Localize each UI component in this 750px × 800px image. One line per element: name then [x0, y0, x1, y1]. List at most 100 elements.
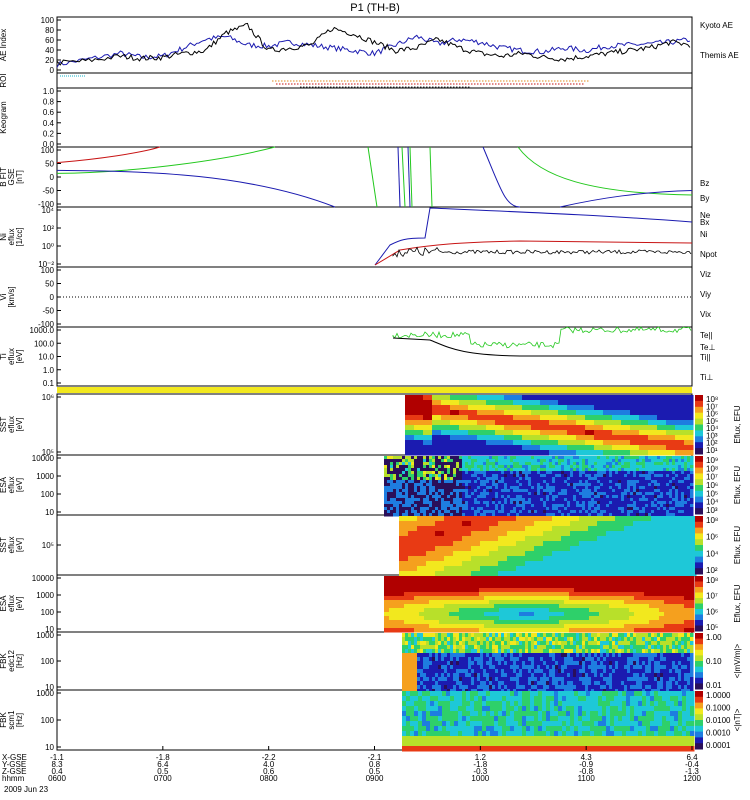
heatmap-cell: [423, 657, 427, 662]
heatmap-cell: [549, 576, 555, 581]
heatmap-cell: [399, 480, 403, 484]
heatmap-cell: [402, 649, 406, 654]
heatmap-cell: [567, 504, 571, 508]
heatmap-cell: [405, 498, 409, 502]
ylabel-density: eflux: [7, 229, 16, 246]
heatmap-cell: [552, 653, 556, 658]
heatmap-cell: [606, 681, 610, 686]
heatmap-cell: [462, 504, 466, 508]
heatmap-cell: [439, 580, 445, 585]
heatmap-cell: [387, 513, 391, 517]
heatmap-cell: [624, 486, 628, 490]
heatmap-cell: [454, 620, 460, 625]
heatmap-cell: [624, 612, 630, 617]
heatmap-cell: [480, 571, 490, 577]
heatmap-cell: [687, 477, 691, 481]
heatmap-cell: [504, 620, 510, 625]
heatmap-cell: [441, 504, 445, 508]
heatmap-cell: [603, 501, 607, 505]
heatmap-cell: [486, 445, 496, 451]
heatmap-cell: [495, 501, 499, 505]
heatmap-cell: [405, 450, 415, 456]
heatmap-cell: [609, 608, 615, 613]
ytick-temperature: 100.0: [34, 339, 55, 348]
heatmap-cell: [409, 612, 415, 617]
heatmap-cell: [465, 486, 469, 490]
heatmap-cell: [540, 486, 544, 490]
heatmap-cell: [569, 576, 575, 581]
heatmap-cell: [495, 459, 499, 463]
heatmap-cell: [468, 677, 472, 682]
ytick-temperature: 1000.0: [30, 326, 55, 335]
heatmap-cell: [424, 620, 430, 625]
heatmap-cell: [606, 468, 610, 472]
heatmap-cell: [669, 604, 675, 609]
heatmap-cell: [636, 498, 640, 502]
heatmap-cell: [555, 498, 559, 502]
heatmap-cell: [468, 456, 472, 460]
heatmap-cell: [441, 459, 445, 463]
heatmap-cell: [544, 580, 550, 585]
heatmap-cell: [582, 645, 586, 650]
heatmap-cell: [399, 628, 405, 633]
ytick-esa_i: 10: [45, 625, 54, 634]
heatmap-cell: [624, 480, 628, 484]
heatmap-cell: [621, 450, 631, 456]
heatmap-cell: [414, 507, 418, 511]
heatmap-cell: [537, 495, 541, 499]
heatmap-cell: [648, 492, 652, 496]
heatmap-cell: [399, 608, 405, 613]
series-line-npot: [374, 207, 693, 266]
heatmap-cell: [570, 480, 574, 484]
heatmap-cell: [405, 645, 409, 650]
heatmap-cell: [459, 513, 463, 517]
heatmap-cell: [561, 551, 571, 557]
heatmap-cell: [555, 510, 559, 514]
heatmap-cell: [540, 468, 544, 472]
heatmap-cell: [469, 612, 475, 617]
heatmap-cell: [423, 465, 427, 469]
heatmap-cell: [549, 510, 553, 514]
heatmap-cell: [669, 483, 673, 487]
series-line-by-2: [517, 146, 693, 196]
heatmap-cell: [522, 489, 526, 493]
heatmap-cell: [528, 474, 532, 478]
heatmap-cell: [449, 600, 455, 605]
heatmap-cell: [465, 495, 469, 499]
heatmap-cell: [384, 510, 388, 514]
heatmap-cell: [396, 489, 400, 493]
heatmap-cell: [621, 492, 625, 496]
heatmap-cell: [495, 474, 499, 478]
heatmap-cell: [615, 468, 619, 472]
legend-viz: Viz: [700, 270, 711, 279]
heatmap-cell: [666, 492, 670, 496]
heatmap-cell: [561, 637, 565, 642]
heatmap-cell: [414, 501, 418, 505]
heatmap-cell: [648, 495, 652, 499]
heatmap-cell: [498, 495, 502, 499]
heatmap-cell: [633, 483, 637, 487]
heatmap-cell: [672, 474, 676, 478]
heatmap-cell: [634, 596, 640, 601]
heatmap-cell: [603, 489, 607, 493]
heatmap-cell: [420, 685, 424, 690]
heatmap-cell: [543, 462, 547, 466]
heatmap-cell: [612, 483, 616, 487]
heatmap-cell: [419, 624, 425, 629]
heatmap-cell: [684, 588, 690, 593]
heatmap-cell: [504, 507, 508, 511]
heatmap-cell: [636, 507, 640, 511]
heatmap-cell: [432, 507, 436, 511]
heatmap-cell: [513, 468, 517, 472]
heatmap-cell: [417, 677, 421, 682]
heatmap-cell: [600, 456, 604, 460]
heatmap-cell: [459, 653, 463, 658]
heatmap-cell: [389, 600, 395, 605]
heatmap-cell: [399, 459, 403, 463]
heatmap-cell: [420, 665, 424, 670]
heatmap-cell: [486, 410, 496, 416]
heatmap-cell: [477, 492, 481, 496]
heatmap-cell: [564, 483, 568, 487]
heatmap-cell: [404, 612, 410, 617]
heatmap-cell: [408, 561, 418, 567]
